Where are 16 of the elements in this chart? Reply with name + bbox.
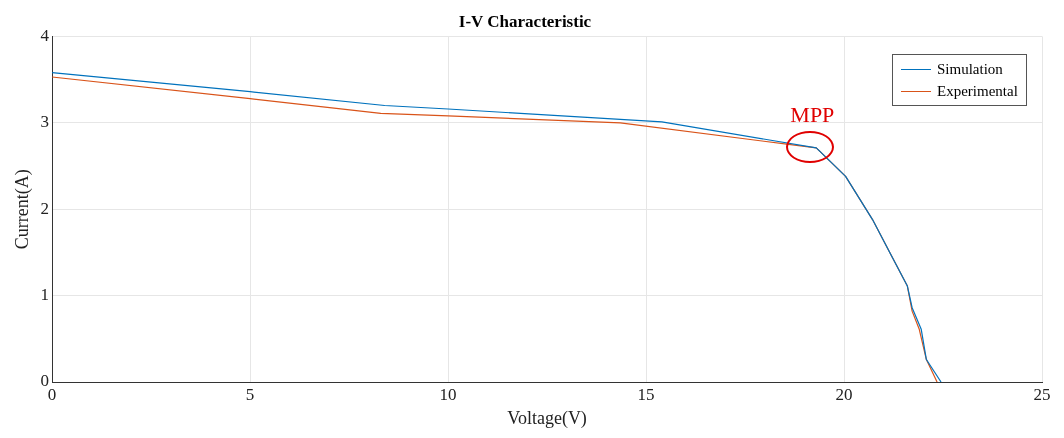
y-tick-label: 0 (40, 371, 50, 391)
y-axis-title: Current(A) (11, 169, 33, 250)
y-tick-label: 2 (40, 198, 50, 218)
x-tick-label: 10 (439, 384, 457, 404)
x-tick-label: 15 (637, 384, 655, 404)
y-tick-label: 1 (40, 285, 50, 305)
x-axis-title: Voltage(V) (507, 407, 587, 429)
x-tick-label: 20 (835, 384, 853, 404)
y-tick-label: 3 (40, 112, 50, 132)
x-tick-label: 25 (1033, 384, 1051, 404)
x-tick-label: 5 (245, 384, 255, 404)
legend-label: Simulation (937, 60, 1003, 80)
chart-title: I-V Characteristic (458, 11, 592, 31)
legend-label: Experimental (937, 82, 1018, 102)
y-tick-label: 4 (40, 25, 50, 45)
annotation: MPP (790, 101, 835, 127)
